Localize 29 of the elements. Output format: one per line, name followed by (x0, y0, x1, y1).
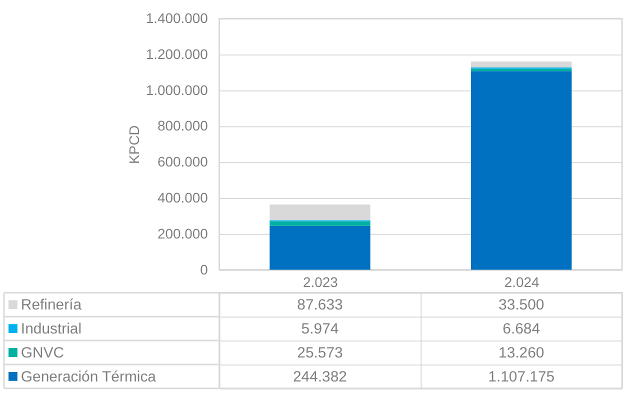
y-tick-label: 1.400.000 (146, 10, 208, 26)
x-tick-label: 2.023 (303, 274, 338, 290)
bar (270, 226, 370, 270)
data-label: 87.633 (297, 296, 343, 314)
legend-label: Generación Térmica (20, 368, 157, 386)
data-label: 244.382 (292, 368, 347, 386)
data-label: 33.500 (498, 296, 544, 314)
legend-label: Refinería (20, 296, 82, 314)
bar (471, 68, 572, 72)
y-tick-label: 200.000 (157, 225, 208, 242)
y-tick-label: 400.000 (157, 189, 208, 206)
data-label: 13.260 (498, 344, 544, 362)
data-label: 6.684 (502, 320, 540, 338)
bar (471, 71, 572, 270)
data-label: 5.974 (301, 320, 339, 338)
data-label: 1.107.175 (488, 368, 555, 386)
y-axis-title: KPCD (126, 125, 142, 164)
x-tick-label: 2.024 (504, 274, 540, 290)
bar (270, 221, 370, 226)
y-tick-label: 0 (200, 261, 208, 278)
bar (471, 62, 572, 68)
data-label: 25.573 (297, 344, 343, 362)
bar (270, 204, 370, 220)
y-tick-label: 600.000 (157, 154, 208, 170)
y-tick-label: 1.000.000 (146, 82, 208, 98)
legend-label: Industrial (20, 320, 82, 338)
y-tick-label: 1.200.000 (146, 46, 208, 62)
y-tick-label: 800.000 (157, 118, 208, 134)
legend-label: GNVC (20, 344, 64, 362)
